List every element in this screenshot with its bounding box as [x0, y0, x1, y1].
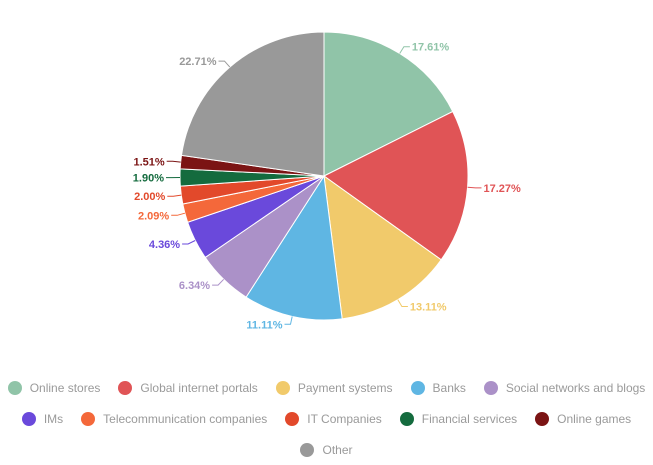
label-connector [212, 279, 224, 285]
legend-swatch-icon [484, 381, 498, 395]
legend-label: Telecommunication companies [103, 412, 267, 426]
legend-row: Online stores Global internet portals Paym… [0, 372, 653, 403]
label-connector [171, 213, 185, 215]
legend-label: Other [322, 443, 352, 457]
legend-label: Financial services [422, 412, 517, 426]
data-label: 11.11% [246, 319, 282, 331]
legend-label: Payment systems [298, 381, 393, 395]
data-label: 22.71% [179, 56, 217, 68]
label-connector [182, 241, 195, 245]
legend-item[interactable]: Social networks and blogs [484, 381, 645, 395]
data-label: 17.61% [412, 42, 450, 54]
label-connector [398, 300, 408, 307]
legend-label: Banks [433, 381, 466, 395]
data-label: 1.51% [133, 156, 164, 168]
legend-item[interactable]: Online stores [8, 381, 101, 395]
legend-swatch-icon [535, 412, 549, 426]
legend-row: Other [0, 434, 653, 465]
label-connector [400, 47, 410, 54]
legend-label: IT Companies [307, 412, 381, 426]
legend-label: Social networks and blogs [506, 381, 645, 395]
legend-item[interactable]: IT Companies [285, 412, 381, 426]
legend-swatch-icon [276, 381, 290, 395]
legend-label: Global internet portals [140, 381, 257, 395]
legend-item[interactable]: Other [300, 443, 352, 457]
legend-swatch-icon [411, 381, 425, 395]
legend-swatch-icon [22, 412, 36, 426]
legend-item[interactable]: Banks [411, 381, 466, 395]
legend-label: Online games [557, 412, 631, 426]
legend-swatch-icon [8, 381, 22, 395]
data-label: 2.09% [138, 210, 169, 222]
legend-swatch-icon [285, 412, 299, 426]
label-connector [219, 61, 230, 67]
legend: Online stores Global internet portals Paym… [0, 372, 653, 465]
label-connector [468, 187, 482, 188]
data-label: 4.36% [149, 239, 180, 251]
legend-item[interactable]: IMs [22, 412, 63, 426]
legend-swatch-icon [118, 381, 132, 395]
legend-label: Online stores [30, 381, 101, 395]
pie-chart: 17.61% 17.27% 13.11% 11.11% 6.34% 4.36% 2.09% 2… [0, 0, 653, 372]
data-label: 2.00% [134, 191, 165, 203]
legend-item[interactable]: Financial services [400, 412, 517, 426]
label-connector [167, 195, 181, 196]
data-label: 13.11% [410, 302, 447, 314]
data-label: 1.90% [133, 173, 164, 185]
legend-item[interactable]: Payment systems [276, 381, 393, 395]
legend-item[interactable]: Telecommunication companies [81, 412, 267, 426]
legend-row: IMs Telecommunication companies IT Compani… [0, 403, 653, 434]
legend-item[interactable]: Online games [535, 412, 631, 426]
data-label: 17.27% [484, 183, 522, 195]
label-connector [167, 161, 181, 162]
legend-swatch-icon [300, 443, 314, 457]
pie-slice[interactable] [181, 32, 324, 176]
label-connector [285, 317, 293, 325]
legend-label: IMs [44, 412, 63, 426]
legend-swatch-icon [400, 412, 414, 426]
data-label: 6.34% [179, 280, 210, 292]
legend-item[interactable]: Global internet portals [118, 381, 257, 395]
legend-swatch-icon [81, 412, 95, 426]
